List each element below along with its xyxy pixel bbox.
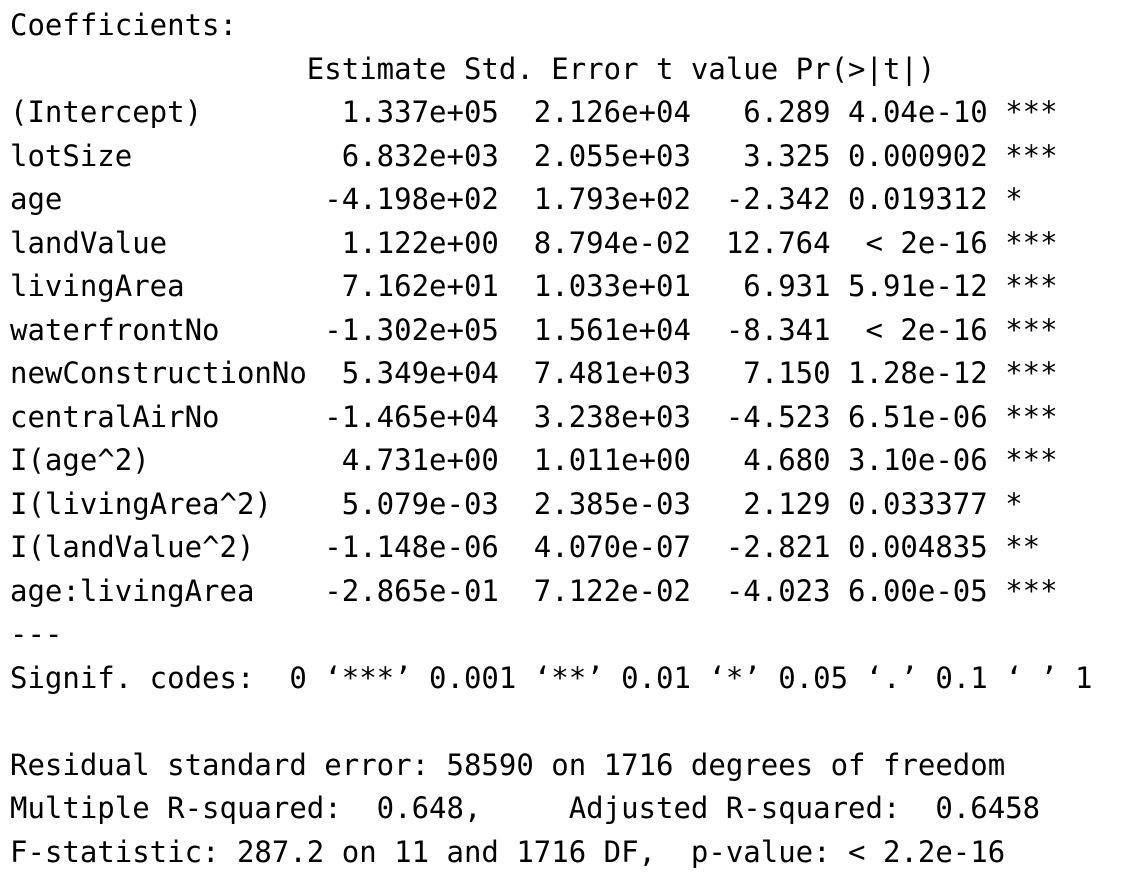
r-squared-line: Multiple R-squared: 0.648, Adjusted R-sq… [10,791,1058,825]
coefficient-row: age -4.198e+02 1.793e+02 -2.342 0.019312… [10,182,1058,216]
coefficient-row: livingArea 7.162e+01 1.033e+01 6.931 5.9… [10,269,1058,303]
coefficient-row: lotSize 6.832e+03 2.055e+03 3.325 0.0009… [10,138,1058,173]
residual-standard-error: Residual standard error: 58590 on 1716 d… [10,747,1006,782]
blank-line [10,700,1142,744]
coefficient-row: I(landValue^2) -1.148e-06 4.070e-07 -2.8… [10,530,1058,564]
coefficient-row: I(age^2) 4.731e+00 1.011e+00 4.680 3.10e… [10,443,1058,477]
coefficients-table-header: Estimate Std. Error t value Pr(>|t|) [10,51,1006,86]
coefficient-row: waterfrontNo -1.302e+05 1.561e+04 -8.341… [10,312,1058,347]
coefficient-row: I(livingArea^2) 5.079e-03 2.385e-03 2.12… [10,486,1058,521]
coefficient-row: newConstructionNo 5.349e+04 7.481e+03 7.… [10,356,1058,390]
f-statistic-line: F-statistic: 287.2 on 11 and 1716 DF, p-… [10,834,1006,869]
separator-line: --- [10,617,63,651]
coefficient-row: (Intercept) 1.337e+05 2.126e+04 6.289 4.… [10,95,1058,129]
coefficient-row: centralAirNo -1.465e+04 3.238e+03 -4.523… [10,399,1058,434]
coefficient-row: age:livingArea -2.865e-01 7.122e-02 -4.0… [10,573,1058,608]
coefficient-row: landValue 1.122e+00 8.794e-02 12.764 < 2… [10,225,1058,260]
coefficients-heading: Coefficients: [10,8,237,42]
signif-codes-legend: Signif. codes: 0 ‘***’ 0.001 ‘**’ 0.01 ‘… [10,660,1093,695]
